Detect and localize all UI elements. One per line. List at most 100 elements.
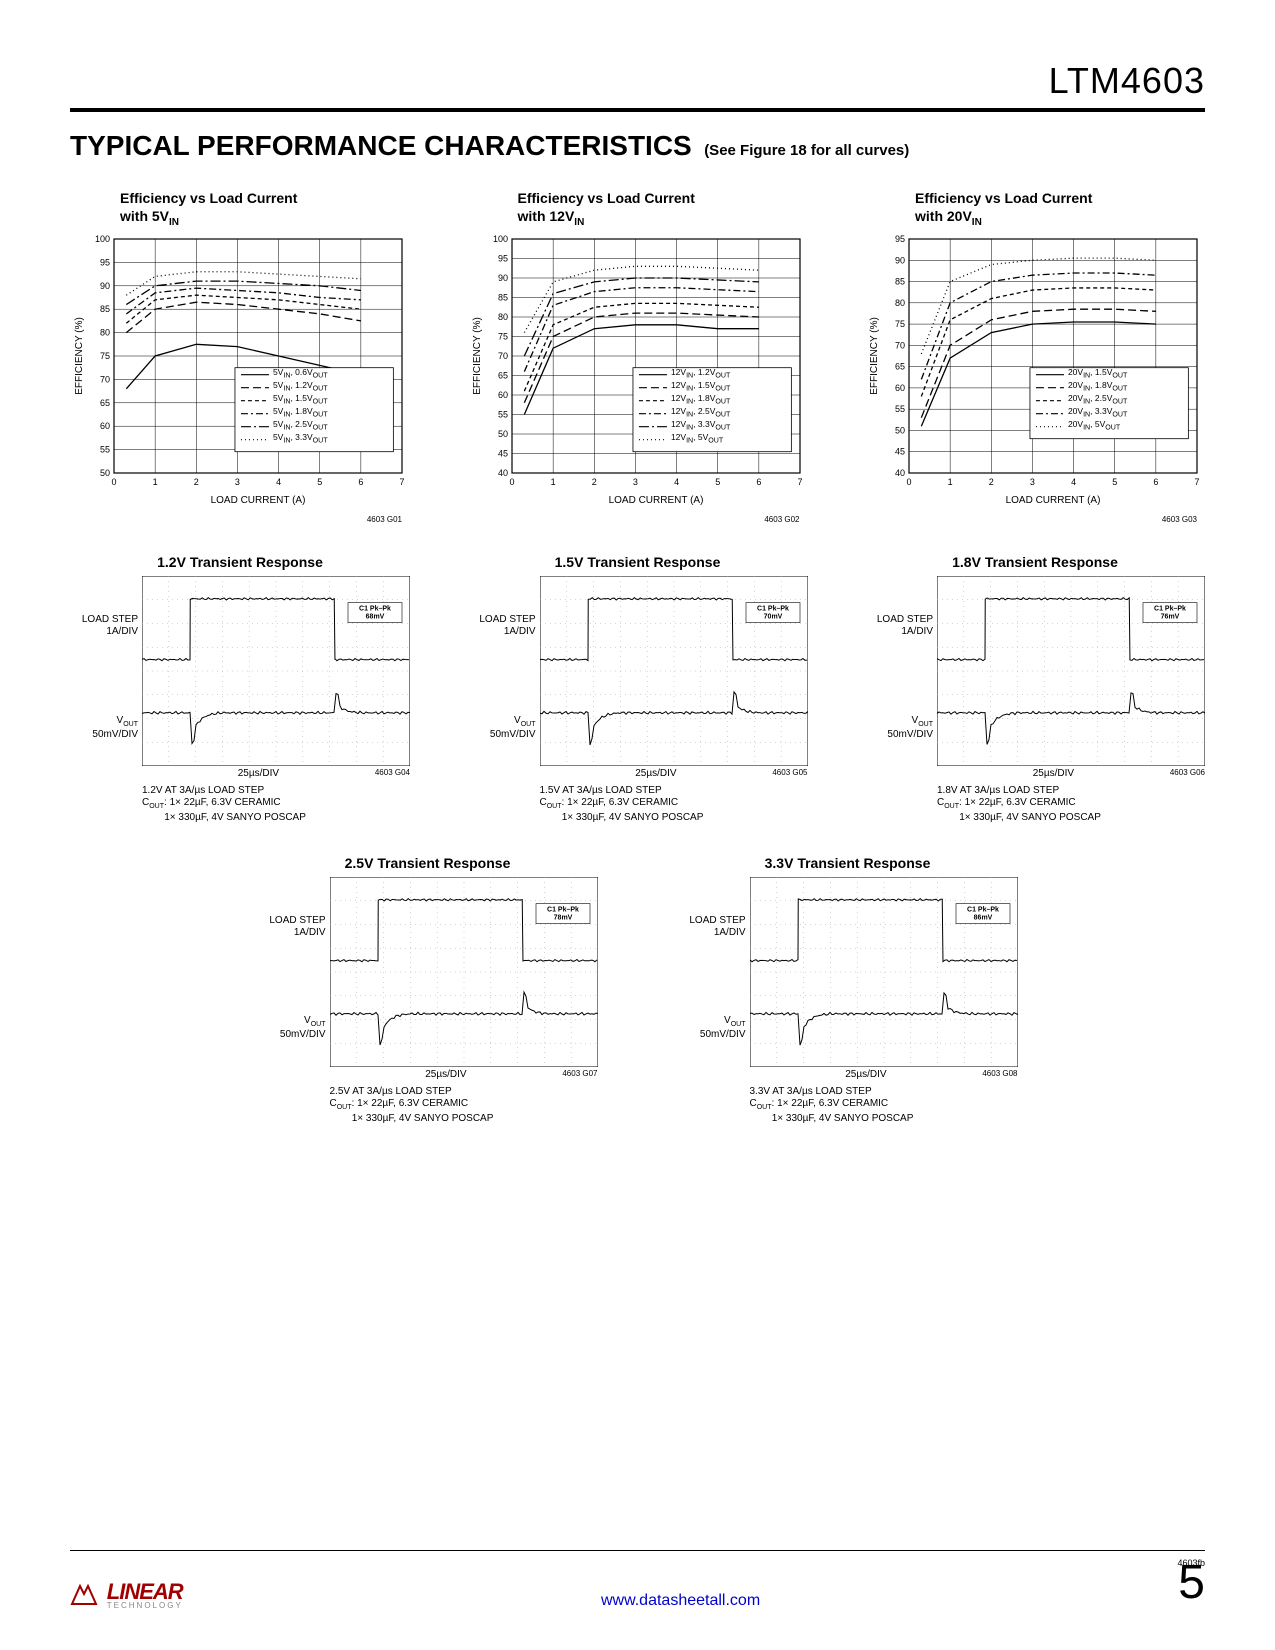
svg-text:75: 75 (100, 351, 110, 361)
svg-text:70: 70 (100, 374, 110, 384)
svg-text:85: 85 (497, 292, 507, 302)
oscilloscope-screenshot: C1 Pk–Pk68mV (142, 576, 410, 766)
svg-text:5: 5 (1112, 477, 1117, 487)
svg-text:2: 2 (989, 477, 994, 487)
svg-text:C1 Pk–Pk: C1 Pk–Pk (967, 906, 999, 913)
efficiency-chart: 01234567404550556065707580859095100LOAD … (468, 233, 808, 513)
svg-text:6: 6 (358, 477, 363, 487)
svg-text:55: 55 (100, 444, 110, 454)
svg-text:76mV: 76mV (1161, 613, 1180, 620)
scope-title: 2.5V Transient Response (258, 855, 598, 871)
svg-text:68mV: 68mV (366, 613, 385, 620)
svg-text:50: 50 (497, 429, 507, 439)
svg-text:45: 45 (497, 448, 507, 458)
svg-text:78mV: 78mV (553, 914, 572, 921)
scope-xaxis: 25µs/DIV (845, 1069, 886, 1080)
svg-text:50: 50 (895, 425, 905, 435)
svg-text:85: 85 (100, 304, 110, 314)
svg-text:95: 95 (895, 234, 905, 244)
svg-text:55: 55 (497, 409, 507, 419)
oscilloscope-screenshot: C1 Pk–Pk78mV (330, 877, 598, 1067)
section-subtitle: (See Figure 18 for all curves) (704, 142, 909, 159)
scope-conditions: 1.5V AT 3A/µs LOAD STEPCOUT: 1× 22µF, 6.… (540, 785, 808, 825)
chart-box: Efficiency vs Load Currentwith 20VIN0123… (865, 190, 1205, 524)
svg-text:LOAD CURRENT (A): LOAD CURRENT (A) (1006, 495, 1101, 506)
chart-title: Efficiency vs Load Currentwith 5VIN (120, 190, 410, 229)
svg-text:50: 50 (100, 468, 110, 478)
scope-box: 1.2V Transient Response LOAD STEP1A/DIV … (70, 554, 410, 825)
scope-box: 1.8V Transient Response LOAD STEP1A/DIV … (865, 554, 1205, 825)
svg-text:40: 40 (895, 468, 905, 478)
svg-text:90: 90 (895, 255, 905, 265)
page-number: 5 (1178, 1555, 1205, 1610)
svg-text:1: 1 (948, 477, 953, 487)
figure-id: 4603 G01 (70, 515, 410, 524)
svg-text:0: 0 (906, 477, 911, 487)
scope-title: 1.5V Transient Response (468, 554, 808, 570)
scope-title: 3.3V Transient Response (678, 855, 1018, 871)
svg-text:1: 1 (550, 477, 555, 487)
chart-box: Efficiency vs Load Currentwith 12VIN0123… (468, 190, 808, 524)
svg-text:3: 3 (1030, 477, 1035, 487)
svg-text:0: 0 (111, 477, 116, 487)
svg-text:80: 80 (100, 327, 110, 337)
svg-text:4: 4 (1071, 477, 1076, 487)
svg-text:80: 80 (895, 298, 905, 308)
scope-y-labels: LOAD STEP1A/DIV VOUT50mV/DIV (468, 576, 540, 779)
scope-box: 3.3V Transient Response LOAD STEP1A/DIV … (678, 855, 1018, 1126)
svg-text:60: 60 (100, 421, 110, 431)
oscilloscope-screenshot: C1 Pk–Pk86mV (750, 877, 1018, 1067)
svg-text:C1 Pk–Pk: C1 Pk–Pk (1154, 605, 1186, 612)
svg-text:EFFICIENCY (%): EFFICIENCY (%) (472, 317, 483, 395)
svg-text:100: 100 (95, 234, 110, 244)
scope-title: 1.2V Transient Response (70, 554, 410, 570)
scope-conditions: 1.8V AT 3A/µs LOAD STEPCOUT: 1× 22µF, 6.… (937, 785, 1205, 825)
scope-box: 2.5V Transient Response LOAD STEP1A/DIV … (258, 855, 598, 1126)
datasheet-url[interactable]: www.datasheetall.com (601, 1592, 760, 1610)
svg-text:4: 4 (276, 477, 281, 487)
svg-text:6: 6 (756, 477, 761, 487)
svg-text:0: 0 (509, 477, 514, 487)
figure-id: 4603 G08 (982, 1069, 1017, 1080)
svg-text:95: 95 (100, 257, 110, 267)
svg-text:5: 5 (317, 477, 322, 487)
svg-text:65: 65 (100, 398, 110, 408)
svg-text:7: 7 (399, 477, 404, 487)
scope-box: 1.5V Transient Response LOAD STEP1A/DIV … (468, 554, 808, 825)
figure-id: 4603 G06 (1170, 768, 1205, 779)
svg-text:EFFICIENCY (%): EFFICIENCY (%) (869, 317, 880, 395)
figure-id: 4603 G03 (865, 515, 1205, 524)
chart-title: Efficiency vs Load Currentwith 12VIN (518, 190, 808, 229)
scope-xaxis: 25µs/DIV (238, 768, 279, 779)
oscilloscope-screenshot: C1 Pk–Pk76mV (937, 576, 1205, 766)
svg-text:C1 Pk–Pk: C1 Pk–Pk (359, 605, 391, 612)
svg-text:45: 45 (895, 447, 905, 457)
logo-sub-text: TECHNOLOGY (107, 1601, 183, 1610)
page-footer: LINEAR TECHNOLOGY www.datasheetall.com 5 (70, 1550, 1205, 1610)
svg-text:80: 80 (497, 312, 507, 322)
svg-text:C1 Pk–Pk: C1 Pk–Pk (547, 906, 579, 913)
svg-text:65: 65 (895, 361, 905, 371)
figure-id: 4603 G02 (468, 515, 808, 524)
scope-y-labels: LOAD STEP1A/DIV VOUT50mV/DIV (678, 877, 750, 1080)
scope-conditions: 3.3V AT 3A/µs LOAD STEPCOUT: 1× 22µF, 6.… (750, 1086, 1018, 1126)
efficiency-charts-row: Efficiency vs Load Currentwith 5VIN 0 1 2 3 4… (70, 190, 1205, 524)
scope-conditions: 2.5V AT 3A/µs LOAD STEPCOUT: 1× 22µF, 6.… (330, 1086, 598, 1126)
svg-text:90: 90 (100, 281, 110, 291)
scope-xaxis: 25µs/DIV (425, 1069, 466, 1080)
svg-text:EFFICIENCY (%): EFFICIENCY (%) (74, 317, 85, 395)
transient-response-row-2: 2.5V Transient Response LOAD STEP1A/DIV … (70, 855, 1205, 1126)
oscilloscope-screenshot: C1 Pk–Pk70mV (540, 576, 808, 766)
chart-box: Efficiency vs Load Currentwith 5VIN01234… (70, 190, 410, 524)
svg-text:2: 2 (591, 477, 596, 487)
svg-text:5: 5 (715, 477, 720, 487)
svg-text:7: 7 (1194, 477, 1199, 487)
scope-title: 1.8V Transient Response (865, 554, 1205, 570)
figure-id: 4603 G05 (772, 768, 807, 779)
figure-id: 4603 G07 (562, 1069, 597, 1080)
svg-text:70mV: 70mV (763, 613, 782, 620)
company-logo: LINEAR TECHNOLOGY (70, 1579, 183, 1610)
svg-text:90: 90 (497, 273, 507, 283)
svg-text:60: 60 (497, 390, 507, 400)
svg-text:LOAD CURRENT (A): LOAD CURRENT (A) (211, 495, 306, 506)
